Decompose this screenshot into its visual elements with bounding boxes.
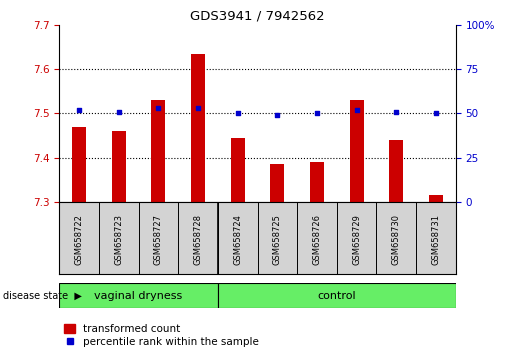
Legend: transformed count, percentile rank within the sample: transformed count, percentile rank withi… xyxy=(64,324,259,347)
Bar xyxy=(112,131,126,202)
Bar xyxy=(231,138,245,202)
Text: vaginal dryness: vaginal dryness xyxy=(94,291,183,301)
Text: GSM658730: GSM658730 xyxy=(392,214,401,265)
Bar xyxy=(151,100,165,202)
Text: GSM658722: GSM658722 xyxy=(75,214,83,265)
Title: GDS3941 / 7942562: GDS3941 / 7942562 xyxy=(190,9,325,22)
Bar xyxy=(429,195,443,202)
Bar xyxy=(310,162,324,202)
Point xyxy=(75,107,83,113)
Text: GSM658724: GSM658724 xyxy=(233,214,242,265)
Point xyxy=(273,112,281,118)
Point xyxy=(234,110,242,116)
Text: GSM658731: GSM658731 xyxy=(432,214,440,265)
Point xyxy=(392,109,401,114)
Text: GSM658723: GSM658723 xyxy=(114,214,123,265)
Point xyxy=(313,110,321,116)
Bar xyxy=(218,283,456,308)
Text: control: control xyxy=(317,291,356,301)
Text: disease state  ▶: disease state ▶ xyxy=(3,291,81,301)
Point xyxy=(154,105,163,111)
Bar xyxy=(270,164,284,202)
Text: GSM658729: GSM658729 xyxy=(352,214,361,265)
Bar xyxy=(59,283,218,308)
Point xyxy=(114,109,123,114)
Point xyxy=(194,105,202,111)
Point xyxy=(432,110,440,116)
Bar xyxy=(389,140,403,202)
Text: GSM658728: GSM658728 xyxy=(194,214,202,265)
Text: GSM658726: GSM658726 xyxy=(313,214,321,265)
Text: GSM658727: GSM658727 xyxy=(154,214,163,265)
Bar xyxy=(191,53,205,202)
Bar xyxy=(350,100,364,202)
Point xyxy=(352,107,360,113)
Text: GSM658725: GSM658725 xyxy=(273,214,282,265)
Bar xyxy=(72,126,86,202)
